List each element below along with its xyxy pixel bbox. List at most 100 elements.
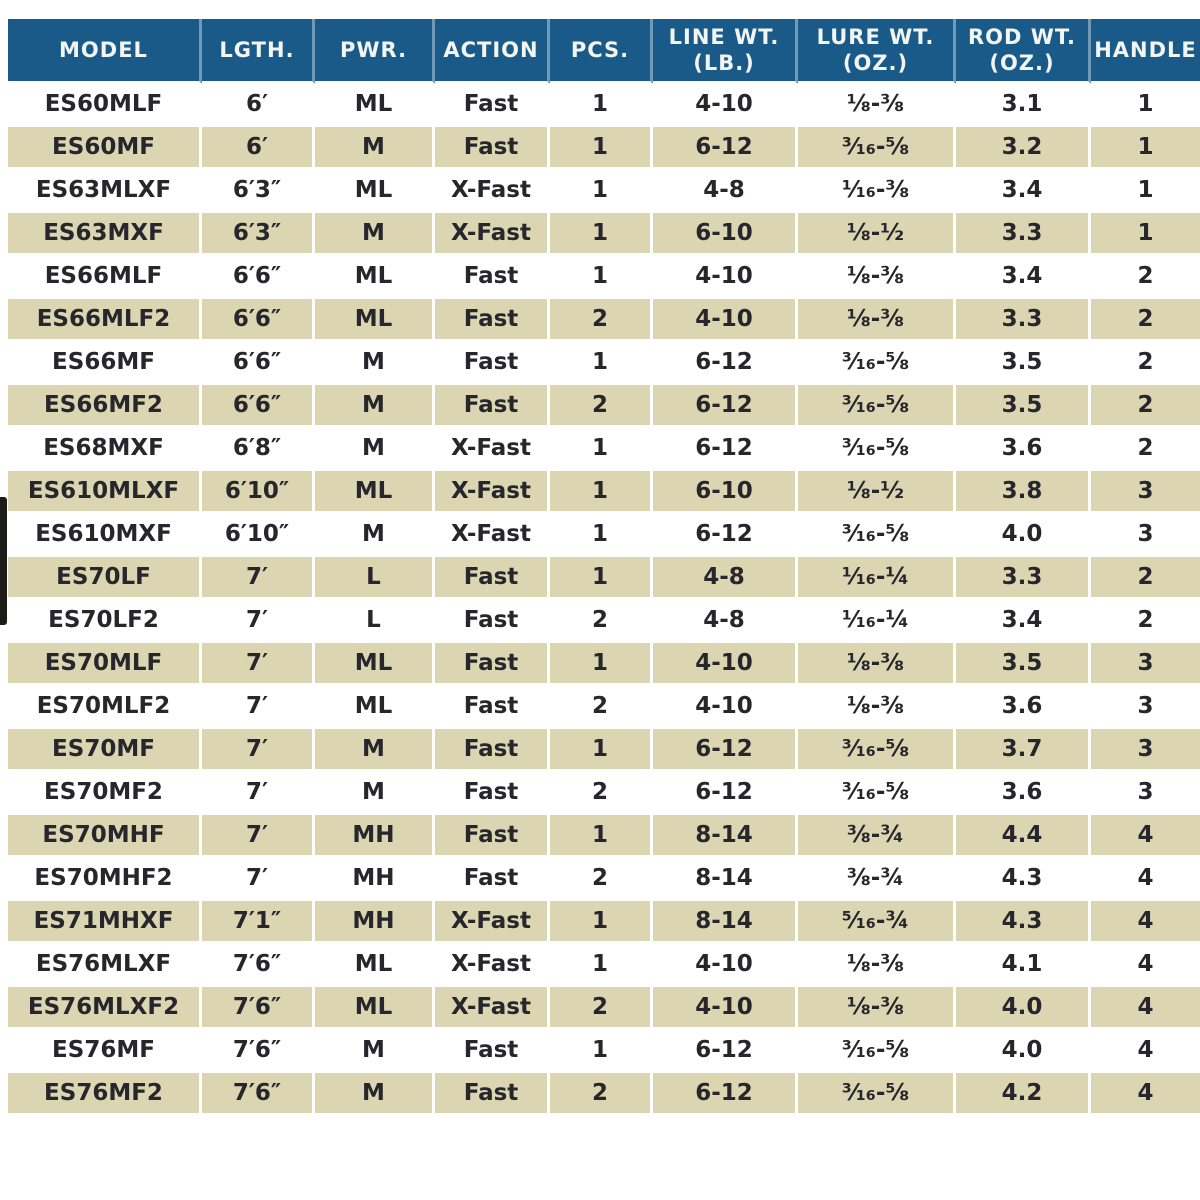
cell-action: Fast [435, 858, 550, 901]
cell-rod-wt: 3.4 [956, 170, 1091, 213]
cell-handle: 4 [1091, 944, 1200, 987]
column-header-length: LGTH. [202, 19, 315, 84]
cell-model: ES76MF [8, 1030, 202, 1073]
cell-rod-wt: 4.3 [956, 901, 1091, 944]
cell-model: ES70LF [8, 557, 202, 600]
cell-length: 6′6″ [202, 385, 315, 428]
cell-handle: 2 [1091, 428, 1200, 471]
cell-action: Fast [435, 815, 550, 858]
cell-model: ES70LF2 [8, 600, 202, 643]
cell-length: 6′ [202, 127, 315, 170]
cell-power: M [315, 428, 435, 471]
cell-rod-wt: 3.6 [956, 686, 1091, 729]
scan-artifact [0, 497, 7, 625]
cell-length: 7′6″ [202, 1030, 315, 1073]
cell-length: 6′3″ [202, 170, 315, 213]
cell-power: L [315, 600, 435, 643]
cell-action: X-Fast [435, 514, 550, 557]
cell-line-wt: 6-12 [653, 342, 798, 385]
column-sublabel: (OZ.) [989, 51, 1055, 75]
cell-action: Fast [435, 643, 550, 686]
cell-model: ES70MLF2 [8, 686, 202, 729]
column-header-rod-weight: ROD WT. (OZ.) [956, 19, 1091, 84]
cell-handle: 2 [1091, 299, 1200, 342]
cell-rod-wt: 3.1 [956, 84, 1091, 127]
cell-pieces: 2 [550, 299, 653, 342]
cell-handle: 1 [1091, 213, 1200, 256]
column-header-line-weight: LINE WT. (LB.) [653, 19, 798, 84]
cell-action: Fast [435, 84, 550, 127]
cell-action: X-Fast [435, 944, 550, 987]
column-label: PCS. [570, 37, 630, 62]
cell-length: 7′ [202, 600, 315, 643]
cell-line-wt: 6-10 [653, 213, 798, 256]
table-row: ES70MLF2 7′ ML Fast 2 4-10 ⅛-⅜ 3.6 3 [8, 686, 1200, 729]
cell-handle: 3 [1091, 686, 1200, 729]
cell-pieces: 2 [550, 600, 653, 643]
cell-pieces: 2 [550, 686, 653, 729]
cell-rod-wt: 4.4 [956, 815, 1091, 858]
cell-lure-wt: ⅛-⅜ [798, 944, 956, 987]
cell-power: M [315, 127, 435, 170]
column-label: LINE WT. [668, 24, 780, 49]
cell-line-wt: 8-14 [653, 858, 798, 901]
cell-length: 7′ [202, 858, 315, 901]
cell-lure-wt: ³⁄₁₆-⅝ [798, 772, 956, 815]
cell-model: ES610MLXF [8, 471, 202, 514]
cell-lure-wt: ⁵⁄₁₆-¾ [798, 901, 956, 944]
table-row: ES610MLXF 6′10″ ML X-Fast 1 6-10 ⅛-½ 3.8 3 [8, 471, 1200, 514]
column-label: LURE WT. [816, 24, 935, 49]
cell-handle: 1 [1091, 127, 1200, 170]
cell-lure-wt: ⅛-⅜ [798, 686, 956, 729]
cell-power: M [315, 385, 435, 428]
cell-pieces: 2 [550, 772, 653, 815]
table-row: ES66MF2 6′6″ M Fast 2 6-12 ³⁄₁₆-⅝ 3.5 2 [8, 385, 1200, 428]
cell-length: 7′ [202, 557, 315, 600]
cell-lure-wt: ³⁄₁₆-⅝ [798, 428, 956, 471]
cell-model: ES70MLF [8, 643, 202, 686]
cell-power: M [315, 514, 435, 557]
table-header: MODEL LGTH. PWR. ACTION PCS. LINE WT. (LB… [8, 19, 1200, 84]
table-row: ES70MLF 7′ ML Fast 1 4-10 ⅛-⅜ 3.5 3 [8, 643, 1200, 686]
column-header-action: ACTION [435, 19, 550, 84]
cell-lure-wt: ³⁄₁₆-⅝ [798, 127, 956, 170]
cell-pieces: 1 [550, 514, 653, 557]
cell-lure-wt: ³⁄₁₆-⅝ [798, 514, 956, 557]
cell-lure-wt: ⅛-⅜ [798, 299, 956, 342]
cell-pieces: 1 [550, 170, 653, 213]
cell-lure-wt: ⅛-⅜ [798, 256, 956, 299]
cell-power: ML [315, 170, 435, 213]
column-header-lure-weight: LURE WT. (OZ.) [798, 19, 956, 84]
cell-power: M [315, 1030, 435, 1073]
cell-pieces: 1 [550, 213, 653, 256]
cell-pieces: 1 [550, 84, 653, 127]
column-header-power: PWR. [315, 19, 435, 84]
cell-model: ES60MLF [8, 84, 202, 127]
cell-rod-wt: 3.2 [956, 127, 1091, 170]
table-row: ES70MF 7′ M Fast 1 6-12 ³⁄₁₆-⅝ 3.7 3 [8, 729, 1200, 772]
cell-model: ES63MXF [8, 213, 202, 256]
cell-pieces: 1 [550, 256, 653, 299]
cell-line-wt: 6-12 [653, 729, 798, 772]
cell-model: ES70MHF2 [8, 858, 202, 901]
cell-power: ML [315, 256, 435, 299]
cell-length: 7′ [202, 729, 315, 772]
cell-handle: 3 [1091, 772, 1200, 815]
table-row: ES76MF 7′6″ M Fast 1 6-12 ³⁄₁₆-⅝ 4.0 4 [8, 1030, 1200, 1073]
table-row: ES71MHXF 7′1″ MH X-Fast 1 8-14 ⁵⁄₁₆-¾ 4.3 4 [8, 901, 1200, 944]
cell-action: X-Fast [435, 213, 550, 256]
table-row: ES76MLXF2 7′6″ ML X-Fast 2 4-10 ⅛-⅜ 4.0 4 [8, 987, 1200, 1030]
cell-action: Fast [435, 385, 550, 428]
cell-action: Fast [435, 256, 550, 299]
cell-handle: 4 [1091, 1030, 1200, 1073]
column-header-handle: HANDLE [1091, 19, 1200, 84]
cell-power: M [315, 213, 435, 256]
cell-line-wt: 4-8 [653, 600, 798, 643]
cell-length: 7′ [202, 643, 315, 686]
cell-lure-wt: ¹⁄₁₆-⅜ [798, 170, 956, 213]
cell-handle: 2 [1091, 385, 1200, 428]
cell-model: ES66MF2 [8, 385, 202, 428]
cell-action: Fast [435, 342, 550, 385]
cell-action: Fast [435, 686, 550, 729]
cell-lure-wt: ⅛-½ [798, 471, 956, 514]
